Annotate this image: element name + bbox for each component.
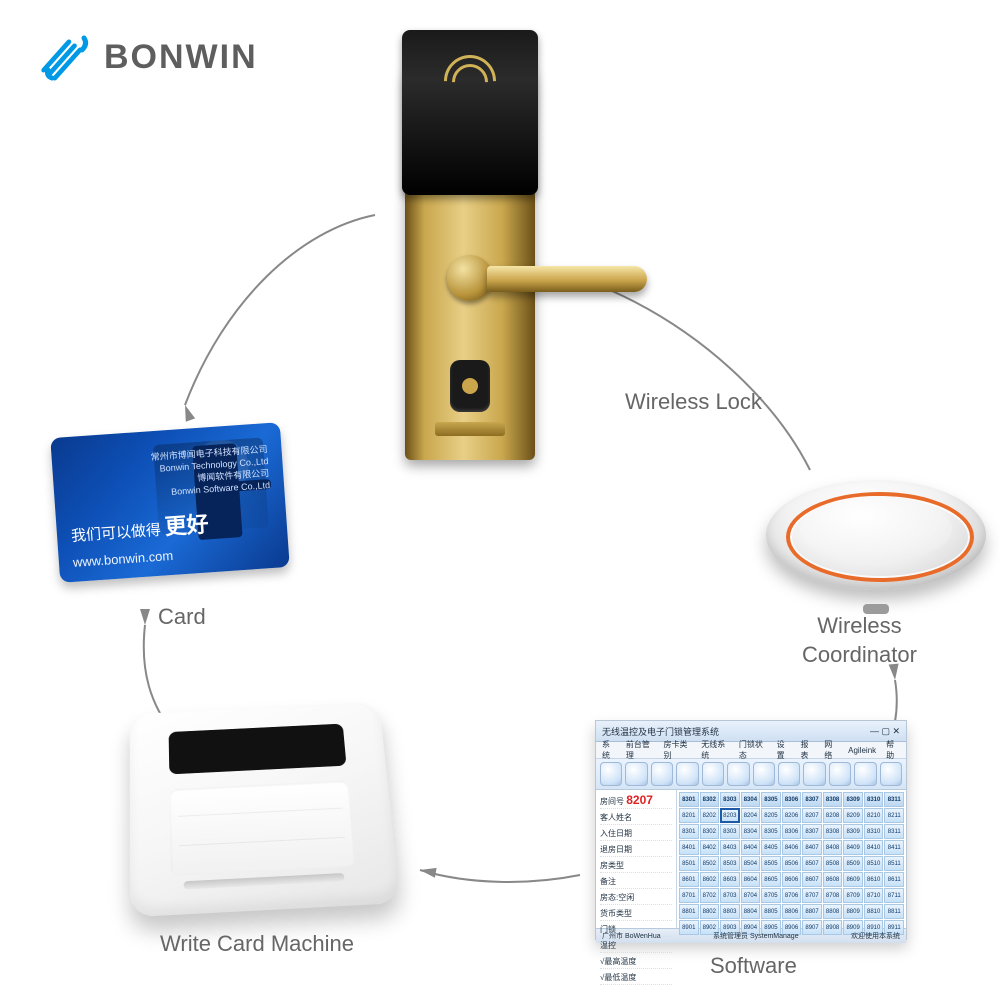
software-sidebar: 房间号 8207 客人姓名入住日期退房日期房类型备注房态:空闲货币类型门锁温控√… — [596, 790, 677, 928]
software-toolbar — [596, 759, 906, 790]
writer-keypad-icon — [170, 781, 356, 876]
wireless-lock-label: Wireless Lock — [625, 388, 762, 417]
write-card-machine-graphic — [130, 702, 401, 917]
card-label: Card — [158, 603, 206, 632]
writer-screen-icon — [169, 724, 347, 775]
wireless-coordinator-graphic — [766, 480, 986, 610]
window-controls-icon: — ▢ ✕ — [870, 726, 900, 737]
card-url: www.bonwin.com — [72, 548, 173, 570]
wireless-lock-graphic — [405, 30, 535, 460]
write-card-machine-label: Write Card Machine — [160, 930, 354, 959]
software-label: Software — [710, 952, 797, 981]
software-window-graphic: 无线温控及电子门锁管理系统 — ▢ ✕ 系统前台管理房卡类别无线系统门锁状态设置… — [595, 720, 907, 940]
brand-logo-icon — [40, 30, 94, 84]
card-company-text: 常州市博闻电子科技有限公司 Bonwin Technology Co.,Ltd … — [150, 443, 270, 500]
door-handle-icon — [487, 266, 647, 292]
brand-logo: BONWIN — [40, 30, 258, 84]
card-slogan: 我们可以做得更好 — [70, 506, 210, 548]
rfid-reader-icon — [402, 30, 538, 195]
key-card-graphic: 常州市博闻电子科技有限公司 Bonwin Technology Co.,Ltd … — [50, 422, 290, 583]
software-menubar: 系统前台管理房卡类别无线系统门锁状态设置报表网络Agileink帮助 — [596, 742, 906, 759]
keyhole-icon — [450, 360, 490, 412]
wireless-coordinator-label: WirelessCoordinator — [802, 612, 917, 669]
software-room-grid: 8301830283038304830583068307830883098310… — [677, 790, 906, 928]
software-statusbar: 广州市 BoWenHua 系统管理员 SystemManage 欢迎使用本系统 — [596, 928, 906, 943]
brand-name: BONWIN — [104, 38, 258, 77]
